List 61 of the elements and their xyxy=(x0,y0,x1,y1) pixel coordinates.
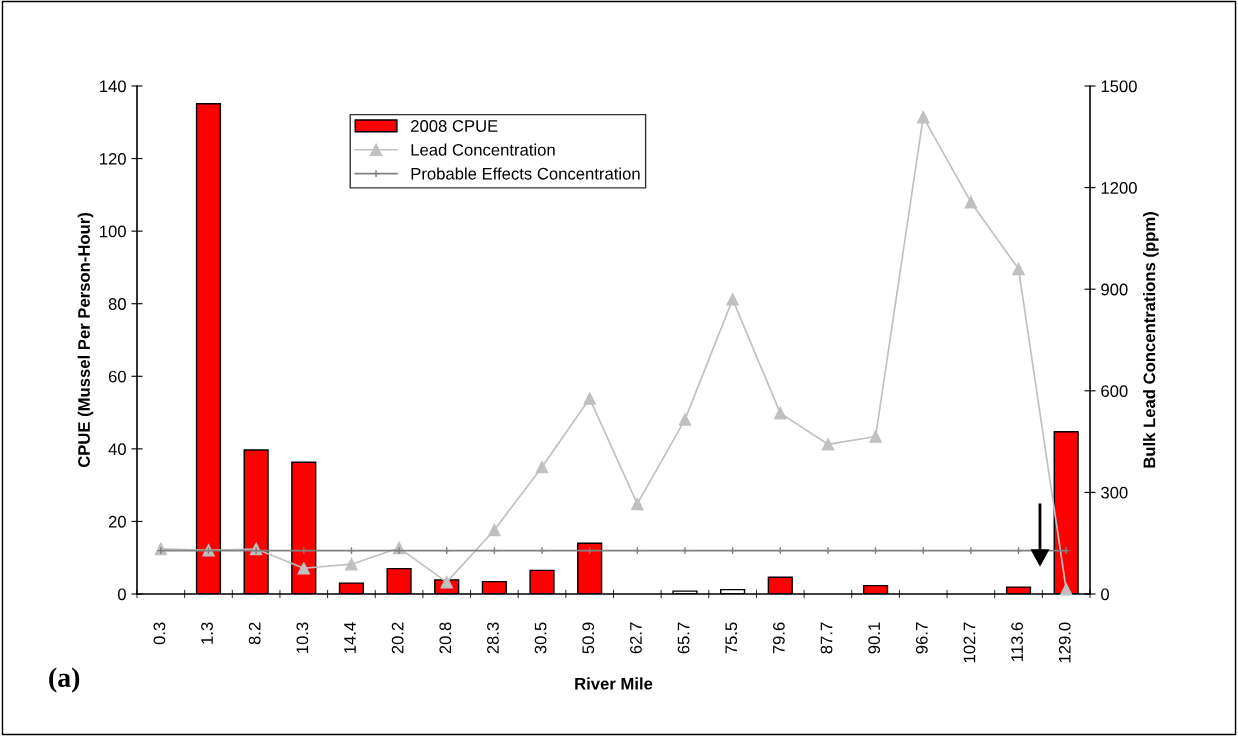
y-tick-label: 100 xyxy=(100,225,126,238)
x-tick-label: 10.3 xyxy=(296,622,309,653)
x-tick-label: 0.3 xyxy=(153,622,166,645)
y2-tick-label: 900 xyxy=(1101,283,1128,296)
point xyxy=(1059,583,1073,596)
point xyxy=(823,546,833,555)
point xyxy=(631,497,644,511)
point xyxy=(869,430,882,443)
y2-tick-label: 1200 xyxy=(1101,182,1137,194)
y2-tick-label: 300 xyxy=(1101,486,1128,499)
x-tick-label: 14.4 xyxy=(344,622,356,653)
legend-label: Probable Effects Concentration xyxy=(411,167,640,180)
x-tick-label: 75.5 xyxy=(725,622,738,654)
point xyxy=(916,110,930,124)
x-axis-title: River Mile xyxy=(575,677,653,690)
point xyxy=(537,546,547,555)
y-tick-label: 60 xyxy=(108,370,126,383)
y2-tick-label: 1500 xyxy=(1101,80,1137,93)
x-tick-label: 113.6 xyxy=(1011,622,1023,661)
point xyxy=(535,460,549,474)
y-tick-label: 80 xyxy=(108,298,126,310)
y-tick-label: 120 xyxy=(100,152,126,165)
y-axis-title: CPUE (Mussel Per Person-Hour) xyxy=(77,213,94,468)
x-tick-label: 20.2 xyxy=(391,622,404,654)
x-tick-label: 87.7 xyxy=(820,622,833,654)
legend-label: Lead Concentration xyxy=(411,143,555,156)
y2-axis-title: Bulk Lead Concentrations (ppm) xyxy=(1143,212,1159,468)
point xyxy=(680,546,690,555)
x-tick-label: 79.6 xyxy=(772,622,785,654)
point xyxy=(774,406,787,420)
x-tick-label: 90.1 xyxy=(868,622,881,654)
point xyxy=(726,293,739,306)
y2-tick-label: 600 xyxy=(1101,385,1128,397)
x-tick-label: 65.7 xyxy=(677,622,690,654)
point xyxy=(964,195,978,209)
x-tick-label: 96.7 xyxy=(915,622,928,654)
y-tick-label: 40 xyxy=(108,443,126,456)
x-tick-label: 20.8 xyxy=(439,622,452,654)
text: (a) xyxy=(49,667,80,693)
x-tick-label: 8.2 xyxy=(248,622,261,645)
point xyxy=(966,546,976,555)
point xyxy=(1012,262,1025,276)
point xyxy=(345,557,358,571)
x-tick-label: 62.7 xyxy=(630,622,642,654)
point xyxy=(297,562,311,575)
point xyxy=(488,523,501,537)
point xyxy=(583,392,596,405)
point xyxy=(1062,546,1071,555)
legend-label: 2008 CPUE xyxy=(411,120,498,132)
point xyxy=(678,413,692,426)
y-tick-label: 20 xyxy=(108,515,126,528)
x-tick-label: 50.9 xyxy=(582,622,595,654)
x-tick-label: 102.7 xyxy=(963,622,976,663)
x-tick-label: 1.3 xyxy=(201,622,213,644)
x-tick-label: 28.3 xyxy=(487,622,499,654)
y2-tick-label: 0 xyxy=(1101,588,1110,601)
x-tick-label: 129.0 xyxy=(1058,622,1071,663)
y-tick-label: 0 xyxy=(117,588,126,601)
point xyxy=(821,438,835,451)
x-tick-label: 30.5 xyxy=(534,622,547,654)
y-tick-label: 140 xyxy=(100,80,126,93)
